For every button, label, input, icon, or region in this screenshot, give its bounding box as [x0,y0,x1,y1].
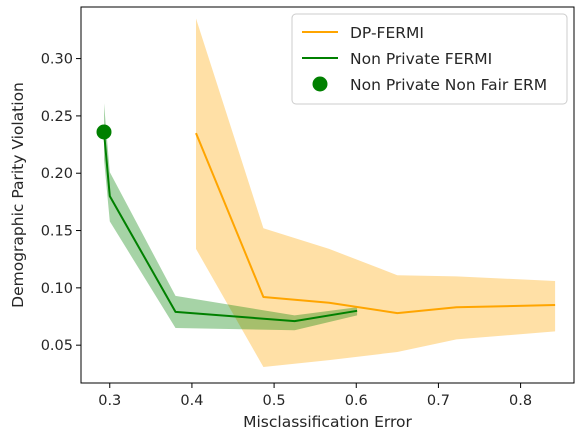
series-markers [96,124,112,140]
line-series-0 [195,132,556,315]
x-tick-label: 0.4 [180,393,203,409]
y-axis-ticks: 0.05 0.10 0.15 0.20 0.25 0.30 [41,52,81,354]
y-tick-label: 0.15 [41,224,73,240]
band-series-0 [196,18,556,367]
y-tick-label: 0.25 [41,109,73,125]
legend-box [291,13,568,105]
x-axis-label: Misclassification Error [243,413,412,431]
x-tick-label: 0.3 [98,393,121,409]
x-tick-label: 0.7 [427,393,450,409]
x-tick-label: 0.5 [263,393,286,409]
legend: DP-FERMI Non Private FERMI Non Private Non… [291,13,568,105]
y-tick-label: 0.05 [41,338,73,354]
y-tick-label: 0.30 [41,52,73,68]
plot-frame [80,6,575,384]
legend-label: DP-FERMI [350,24,424,42]
y-axis-label: Demographic Parity Violation [9,82,27,308]
y-tick-label: 0.10 [41,281,73,297]
line-series-1 [103,131,358,323]
confidence-bands [104,18,556,367]
y-tick-label: 0.20 [41,166,73,182]
legend-swatch-marker [312,76,328,92]
x-axis-ticks: 0.3 0.4 0.5 0.6 0.7 0.8 [98,383,532,409]
x-tick-label: 0.8 [509,393,532,409]
marker-point-2-0 [96,124,112,140]
legend-label: Non Private Non Fair ERM [350,76,547,94]
series-lines [103,131,556,323]
x-tick-label: 0.6 [345,393,368,409]
legend-label: Non Private FERMI [350,50,492,68]
